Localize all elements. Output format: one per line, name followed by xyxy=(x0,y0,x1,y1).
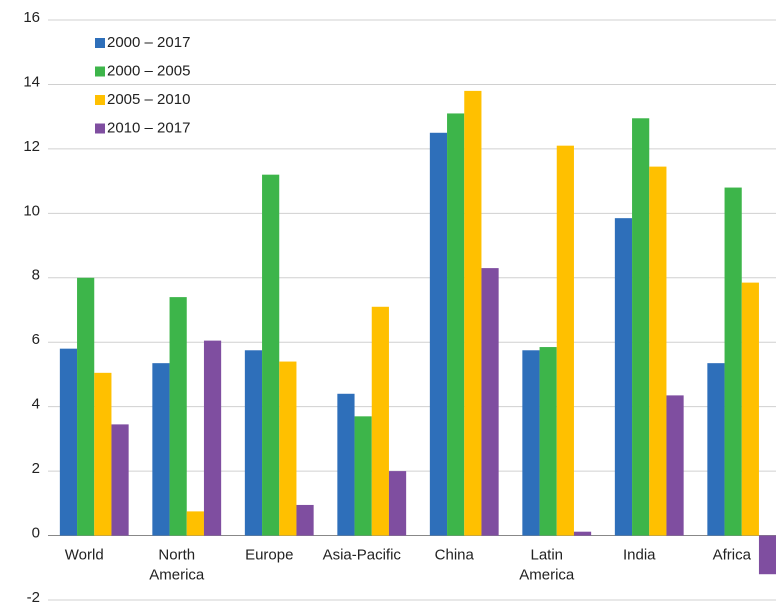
bar xyxy=(262,174,280,536)
bar xyxy=(556,145,574,536)
legend-label: 2005 – 2010 xyxy=(107,91,190,108)
x-tick-label: Latin America xyxy=(519,547,575,584)
bar xyxy=(152,363,170,536)
bar xyxy=(296,504,314,536)
bar xyxy=(447,113,465,536)
bar xyxy=(522,350,540,536)
bar xyxy=(464,90,482,536)
bar xyxy=(279,361,297,536)
bar xyxy=(169,297,187,536)
x-tick-label: India xyxy=(623,547,656,564)
legend-label: 2010 – 2017 xyxy=(107,119,190,136)
legend-swatch xyxy=(95,66,105,77)
x-tick-label: China xyxy=(435,547,475,564)
y-tick-label: -2 xyxy=(27,589,40,606)
bar xyxy=(244,350,263,536)
legend-swatch xyxy=(95,38,105,48)
y-tick-label: 0 xyxy=(32,525,40,542)
y-tick-label: 12 xyxy=(23,138,40,155)
bar xyxy=(94,372,112,536)
y-tick-label: 16 xyxy=(23,9,40,26)
legend-label: 2000 – 2005 xyxy=(107,62,190,79)
bar xyxy=(573,531,592,536)
x-tick-label: Africa xyxy=(713,547,752,564)
bar xyxy=(481,268,499,536)
bar xyxy=(758,535,776,575)
bar xyxy=(203,340,222,536)
bar xyxy=(388,471,407,536)
bar xyxy=(77,277,95,536)
bar xyxy=(371,306,389,536)
y-tick-label: 4 xyxy=(32,396,40,413)
legend-swatch xyxy=(95,95,105,105)
y-tick-label: 8 xyxy=(32,267,40,284)
bar xyxy=(666,395,684,536)
bar xyxy=(707,363,725,536)
bar xyxy=(724,187,742,536)
bar xyxy=(741,282,759,536)
bar xyxy=(429,132,448,536)
bar xyxy=(614,218,633,536)
bar xyxy=(111,424,129,536)
x-tick-label: World xyxy=(65,547,104,564)
legend-swatch xyxy=(95,123,105,134)
x-tick-label: Asia-Pacific xyxy=(323,547,402,564)
y-tick-label: 10 xyxy=(23,202,40,219)
y-tick-label: 14 xyxy=(23,73,40,90)
legend-label: 2000 – 2017 xyxy=(107,34,190,51)
bar xyxy=(649,166,667,536)
bar xyxy=(632,118,650,536)
x-tick-label: Europe xyxy=(245,547,293,564)
bar xyxy=(354,416,372,536)
x-tick-label: North America xyxy=(149,547,205,584)
bar xyxy=(59,348,78,536)
y-tick-label: 2 xyxy=(32,460,40,477)
bar xyxy=(337,393,355,536)
y-tick-label: 6 xyxy=(32,331,40,348)
bar xyxy=(186,511,204,536)
bar xyxy=(539,347,557,536)
